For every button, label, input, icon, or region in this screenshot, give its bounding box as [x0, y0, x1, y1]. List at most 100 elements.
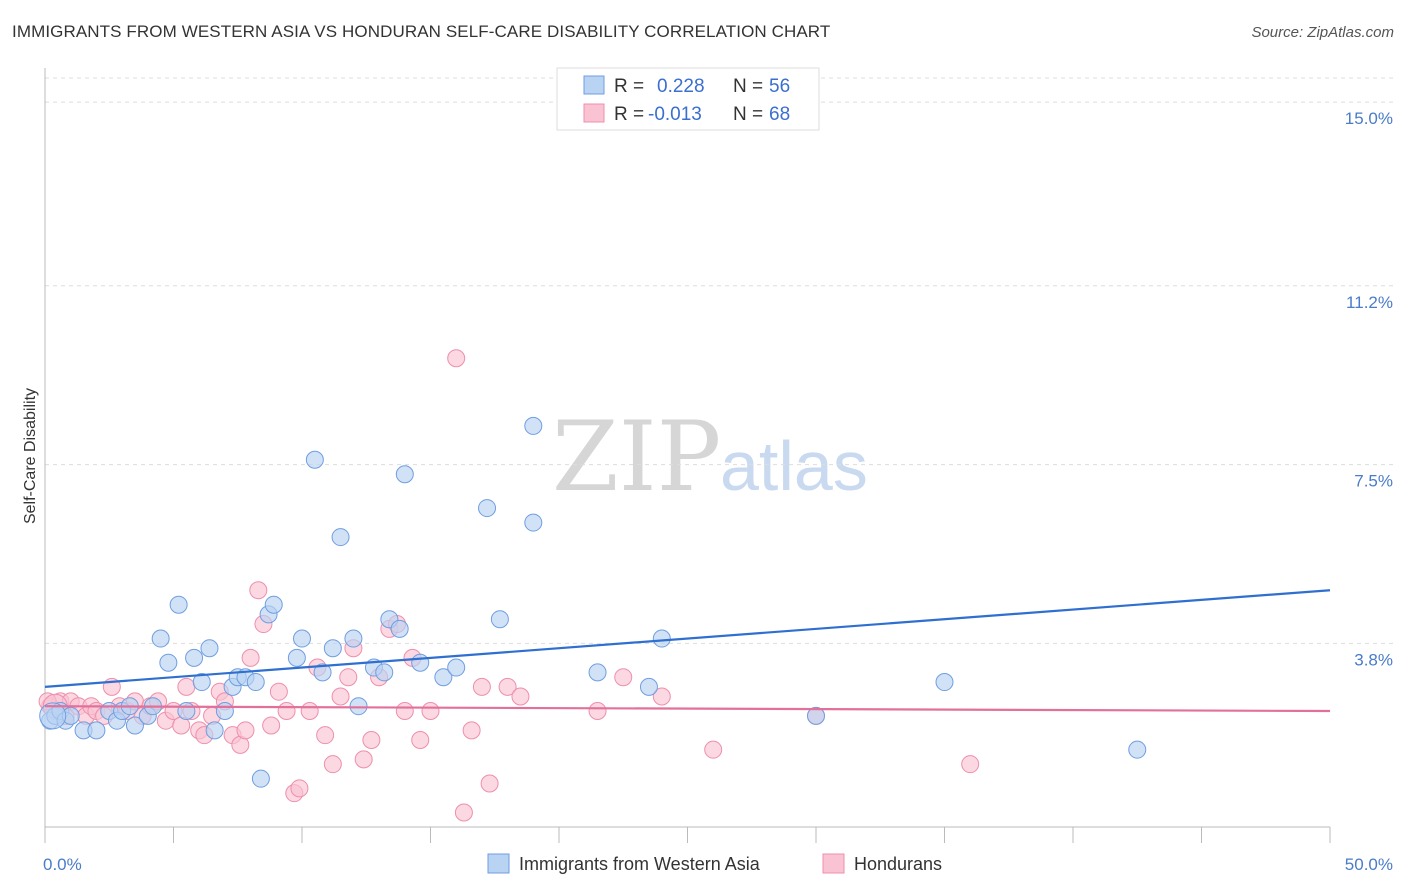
data-point: [961, 755, 980, 774]
data-point: [264, 595, 283, 614]
data-point: [588, 663, 607, 682]
bottom-legend: Immigrants from Western Asia Hondurans: [487, 853, 942, 874]
data-point: [1128, 740, 1147, 759]
data-point: [313, 663, 332, 682]
legend-r-label-hondurans: R =: [614, 104, 644, 125]
data-point: [354, 750, 373, 769]
y-tick-label: 3.8%: [1354, 650, 1393, 669]
points-western-asia: [39, 416, 1147, 788]
data-point: [205, 721, 224, 740]
data-point: [277, 702, 296, 721]
data-point: [472, 677, 491, 696]
data-point: [344, 629, 363, 648]
x-tick-label-max: 50.0%: [1345, 855, 1393, 874]
bottom-legend-label-hondurans: Hondurans: [854, 854, 942, 874]
data-point: [215, 702, 234, 721]
legend-r-value-hondurans: -0.013: [648, 104, 702, 125]
legend-n-value-western-asia: 56: [769, 76, 790, 97]
data-point: [241, 648, 260, 667]
data-point: [935, 673, 954, 692]
data-point: [349, 697, 368, 716]
data-point: [305, 450, 324, 469]
bottom-legend-label-western-asia: Immigrants from Western Asia: [519, 854, 761, 874]
bottom-legend-swatch-hondurans: [822, 853, 845, 874]
data-point: [411, 653, 430, 672]
data-point: [480, 774, 499, 793]
chart-title: IMMIGRANTS FROM WESTERN ASIA VS HONDURAN…: [12, 22, 831, 41]
y-tick-label: 15.0%: [1345, 109, 1393, 128]
data-point: [490, 610, 509, 629]
trend-line: [44, 705, 1331, 713]
data-point: [524, 513, 543, 532]
data-point: [704, 740, 723, 759]
data-point: [192, 673, 211, 692]
data-point: [177, 702, 196, 721]
legend-n-label-western-asia: N =: [733, 76, 763, 97]
data-point: [375, 663, 394, 682]
y-tick-label: 11.2%: [1346, 293, 1393, 312]
legend-n-label-hondurans: N =: [733, 104, 763, 125]
data-point: [652, 687, 671, 706]
data-point: [639, 677, 658, 696]
data-point: [290, 779, 309, 798]
data-point: [447, 349, 466, 368]
data-point: [411, 731, 430, 750]
data-point: [362, 731, 381, 750]
data-point: [614, 668, 633, 687]
data-point: [177, 677, 196, 696]
data-point: [454, 803, 473, 822]
data-point: [300, 702, 319, 721]
data-point: [462, 721, 481, 740]
data-point: [87, 721, 106, 740]
data-point: [323, 639, 342, 658]
data-point: [339, 668, 358, 687]
legend-r-value-western-asia: 0.228: [657, 76, 705, 97]
legend-n-value-hondurans: 68: [769, 104, 790, 125]
data-point-cluster: [39, 702, 67, 730]
trend-lines: [44, 589, 1331, 713]
data-point: [395, 702, 414, 721]
data-point: [251, 769, 270, 788]
trend-line: [44, 589, 1331, 688]
data-point: [185, 648, 204, 667]
data-point: [246, 673, 265, 692]
data-point: [421, 702, 440, 721]
data-point: [478, 499, 497, 518]
grid-lines: [45, 77, 1393, 644]
data-point: [236, 721, 255, 740]
data-point: [159, 653, 178, 672]
watermark-zip: ZIP: [552, 401, 721, 513]
points-hondurans: [38, 349, 980, 822]
legend-swatch-western-asia: [583, 75, 605, 95]
data-point: [287, 648, 306, 667]
chart-source: Source: ZipAtlas.com: [1251, 24, 1394, 41]
legend-r-label-western-asia: R =: [614, 76, 644, 97]
data-point: [498, 677, 517, 696]
x-tick-label-min: 0.0%: [43, 855, 82, 874]
data-point: [395, 465, 414, 484]
bottom-legend-swatch-western-asia: [487, 853, 510, 874]
data-point: [331, 528, 350, 547]
data-point: [434, 668, 453, 687]
data-point: [125, 716, 144, 735]
data-point: [249, 581, 268, 600]
data-point: [652, 629, 671, 648]
data-point: [588, 702, 607, 721]
data-point: [511, 687, 530, 706]
data-point: [807, 706, 825, 725]
data-point: [200, 639, 219, 658]
watermark-atlas: atlas: [720, 427, 868, 505]
y-tick-label: 7.5%: [1354, 472, 1393, 491]
data-point: [524, 416, 543, 435]
data-point: [293, 629, 311, 648]
legend-box: R = 0.228 N = 56 R = -0.013 N = 68: [556, 67, 820, 131]
data-point: [323, 755, 342, 774]
y-axis-label: Self-Care Disability: [22, 388, 39, 524]
data-point: [151, 629, 170, 648]
data-point: [447, 658, 466, 677]
data-point: [316, 726, 335, 745]
data-point: [331, 687, 350, 706]
y-tick-labels: 3.8% 7.5% 11.2% 15.0%: [1345, 109, 1393, 669]
data-point: [262, 716, 281, 735]
